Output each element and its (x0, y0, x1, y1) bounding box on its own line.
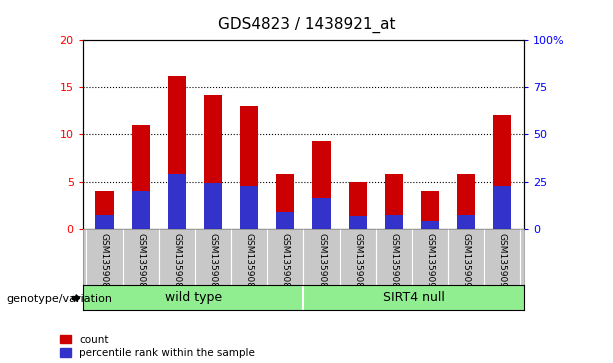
Bar (240, 186, 258, 229)
Text: wild type: wild type (164, 291, 222, 304)
Bar (132, 191, 150, 229)
Text: GSM1359081: GSM1359081 (100, 233, 109, 294)
Text: GSM1359090: GSM1359090 (425, 233, 435, 294)
Text: GSM1359087: GSM1359087 (317, 233, 326, 294)
Bar (385, 174, 403, 229)
Text: GSM1359084: GSM1359084 (208, 233, 218, 294)
Bar (349, 182, 367, 229)
Bar (96, 191, 113, 229)
Text: GSM1359088: GSM1359088 (353, 233, 362, 294)
Text: genotype/variation: genotype/variation (6, 294, 112, 305)
Legend: count, percentile rank within the sample: count, percentile rank within the sample (60, 335, 255, 358)
Bar (457, 174, 475, 229)
Bar (96, 216, 113, 229)
Text: GSM1359089: GSM1359089 (389, 233, 398, 294)
Bar (313, 141, 330, 229)
Text: GSM1359092: GSM1359092 (498, 233, 507, 294)
Bar (168, 76, 186, 229)
Text: GDS4823 / 1438921_at: GDS4823 / 1438921_at (218, 16, 395, 33)
Text: SIRT4 null: SIRT4 null (383, 291, 444, 304)
Bar (276, 174, 294, 229)
Bar (349, 216, 367, 229)
Text: GSM1359085: GSM1359085 (245, 233, 254, 294)
Text: GSM1359086: GSM1359086 (281, 233, 290, 294)
Text: GSM1359082: GSM1359082 (136, 233, 145, 294)
Bar (313, 197, 330, 229)
Bar (493, 186, 511, 229)
Bar (276, 212, 294, 229)
Bar (240, 106, 258, 229)
Bar (421, 221, 439, 229)
Bar (457, 215, 475, 229)
Bar (421, 191, 439, 229)
Text: GSM1359083: GSM1359083 (172, 233, 181, 294)
Bar (385, 215, 403, 229)
Bar (493, 115, 511, 229)
Text: GSM1359091: GSM1359091 (462, 233, 471, 294)
Bar (204, 95, 222, 229)
Bar (168, 174, 186, 229)
Bar (132, 125, 150, 229)
Bar (204, 183, 222, 229)
